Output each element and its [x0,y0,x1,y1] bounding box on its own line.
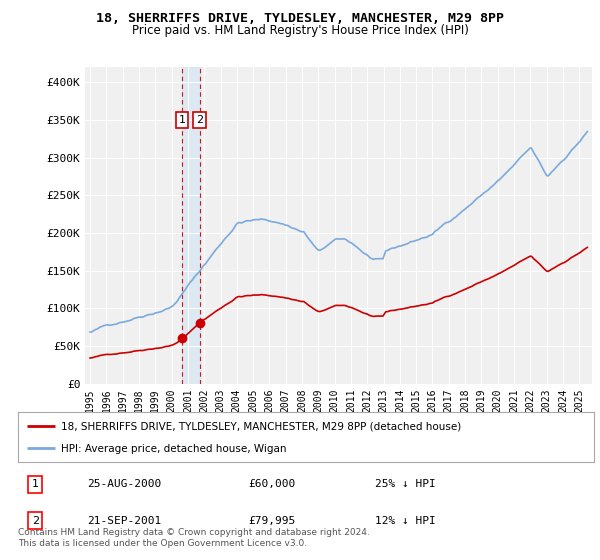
Text: 1: 1 [179,115,185,125]
Text: 21-SEP-2001: 21-SEP-2001 [87,516,161,526]
Bar [182,67,200,384]
Text: 18, SHERRIFFS DRIVE, TYLDESLEY, MANCHESTER, M29 8PP (detached house): 18, SHERRIFFS DRIVE, TYLDESLEY, MANCHEST… [61,422,461,432]
Text: Price paid vs. HM Land Registry's House Price Index (HPI): Price paid vs. HM Land Registry's House … [131,24,469,36]
Text: 2: 2 [32,516,39,526]
Text: £79,995: £79,995 [248,516,296,526]
Text: 2: 2 [196,115,203,125]
Text: 18, SHERRIFFS DRIVE, TYLDESLEY, MANCHESTER, M29 8PP: 18, SHERRIFFS DRIVE, TYLDESLEY, MANCHEST… [96,12,504,25]
Text: HPI: Average price, detached house, Wigan: HPI: Average price, detached house, Wiga… [61,444,287,454]
Text: 25% ↓ HPI: 25% ↓ HPI [375,479,436,489]
Text: 12% ↓ HPI: 12% ↓ HPI [375,516,436,526]
Text: 1: 1 [32,479,39,489]
Text: 25-AUG-2000: 25-AUG-2000 [87,479,161,489]
Text: Contains HM Land Registry data © Crown copyright and database right 2024.
This d: Contains HM Land Registry data © Crown c… [18,528,370,548]
Text: £60,000: £60,000 [248,479,296,489]
